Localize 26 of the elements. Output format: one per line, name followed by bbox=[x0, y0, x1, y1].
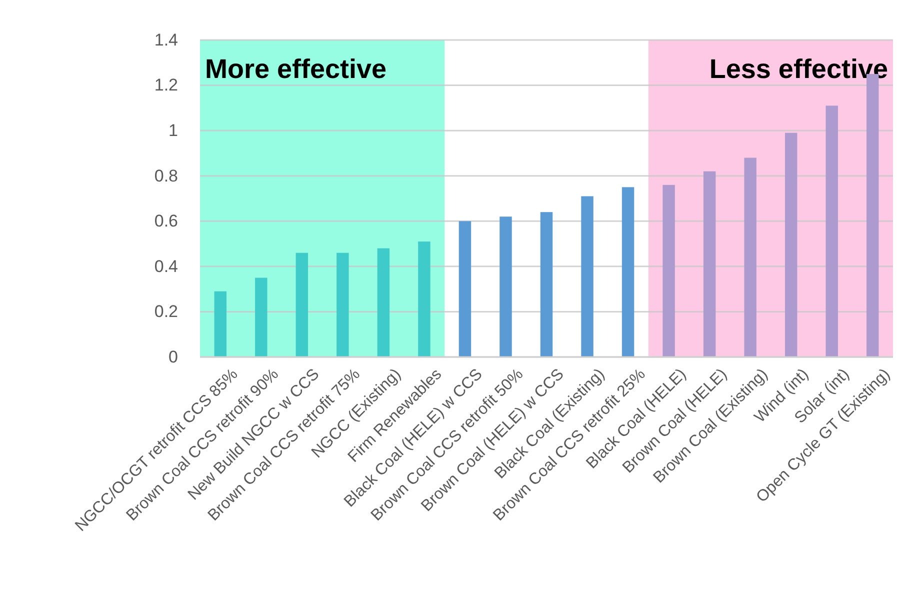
bar bbox=[622, 187, 634, 357]
bar bbox=[458, 221, 472, 357]
bar bbox=[744, 158, 756, 357]
bar bbox=[826, 106, 838, 357]
y-tick-label: 1 bbox=[168, 121, 178, 140]
annotation: More effective bbox=[205, 54, 387, 84]
bar bbox=[703, 171, 716, 357]
bar bbox=[784, 132, 798, 357]
bar bbox=[336, 252, 349, 357]
bar bbox=[418, 242, 430, 357]
y-tick-label: 0.2 bbox=[154, 302, 178, 322]
bar bbox=[662, 184, 675, 357]
bar bbox=[214, 291, 226, 357]
bar bbox=[377, 248, 390, 357]
bar bbox=[581, 196, 594, 357]
y-tick-label: 1.2 bbox=[154, 76, 178, 95]
bar bbox=[296, 252, 308, 357]
y-tick-label: 0.8 bbox=[154, 166, 178, 186]
bar bbox=[255, 278, 268, 357]
y-tick-label: 0.4 bbox=[154, 256, 178, 276]
bar bbox=[500, 216, 512, 357]
y-tick-label: 0.6 bbox=[154, 212, 178, 231]
y-tick-label: 0 bbox=[168, 347, 178, 366]
bar bbox=[540, 212, 553, 357]
annotation: Less effective bbox=[709, 54, 888, 84]
y-tick-label: 1.4 bbox=[154, 30, 178, 50]
